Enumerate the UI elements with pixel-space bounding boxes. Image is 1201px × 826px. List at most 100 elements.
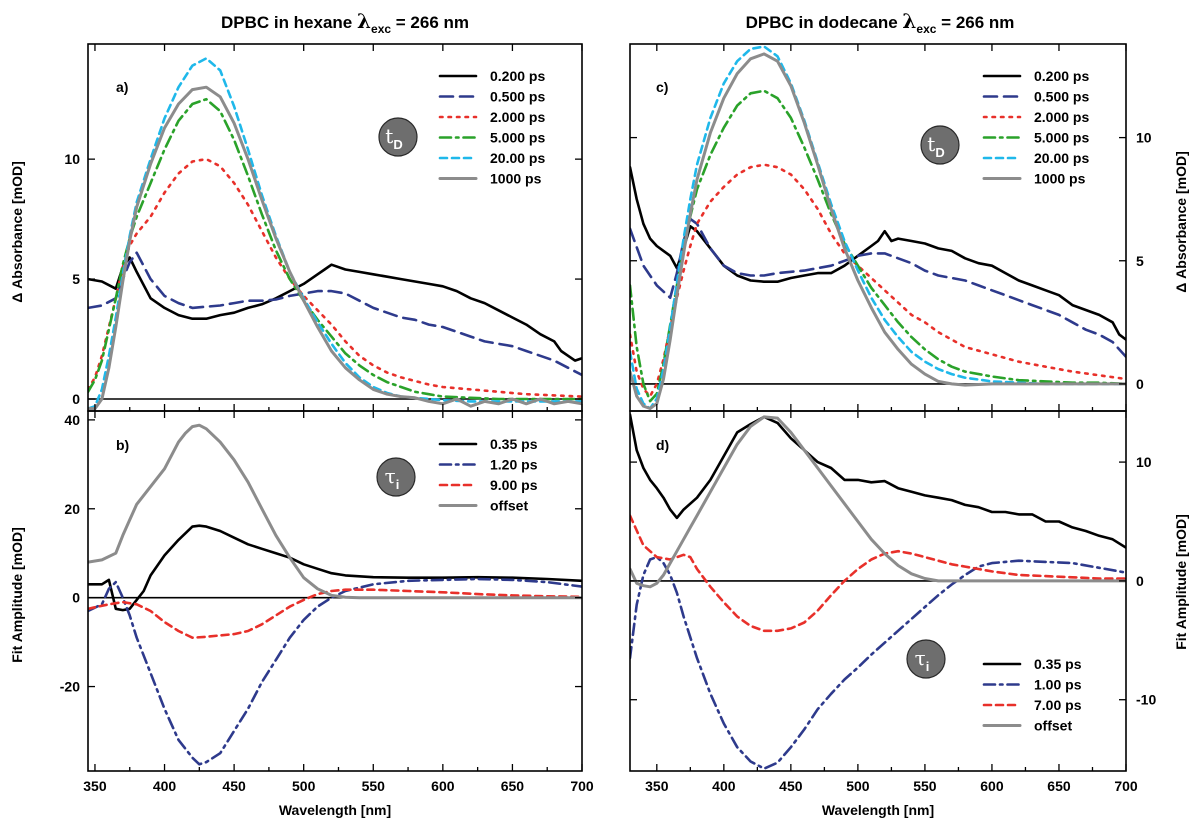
badge-symbol: τi xyxy=(385,464,400,492)
y-tick-label: 0 xyxy=(1136,573,1144,589)
badge-symbol-sub: D xyxy=(393,137,402,152)
y-tick-label: 10 xyxy=(1136,130,1152,146)
x-tick-label: 700 xyxy=(1114,778,1138,794)
badge-symbol-sub: D xyxy=(935,145,944,160)
right-title-lambda: λ xyxy=(902,9,916,33)
plot-area xyxy=(630,45,1126,410)
plot-area xyxy=(88,423,582,766)
x-tick-label: 550 xyxy=(362,778,386,794)
right-title-suffix: = 266 nm xyxy=(936,13,1014,32)
x-axis-title-right: Wavelength [nm] xyxy=(822,802,934,818)
y-tick-label: 0 xyxy=(72,391,80,407)
plot-area xyxy=(630,413,1126,770)
panel-letter: b) xyxy=(116,437,129,453)
badge-symbol: tD xyxy=(385,124,402,152)
x-tick-label: 650 xyxy=(501,778,525,794)
y-axis-title-top-right: Δ Absorbance [mOD] xyxy=(1173,151,1189,293)
badge-symbol-main: τ xyxy=(915,646,926,670)
badge-symbol-main: t xyxy=(385,124,393,148)
y-tick-label: 0 xyxy=(72,590,80,606)
panel-d: 350 400 450 500 550 600 650 700 -10 0 10 d) τi 0.35 p… xyxy=(629,410,1156,794)
right-title-subscript: exc xyxy=(916,22,936,36)
x-tick-label: 600 xyxy=(431,778,455,794)
series-line-1000-ps xyxy=(630,52,1126,410)
series-line-2-000-ps xyxy=(88,157,582,398)
y-tick-label: 10 xyxy=(64,151,80,167)
right-column-title: DPBC in dodecane λexc = 266 nm xyxy=(746,9,1015,36)
y-tick-label: 20 xyxy=(64,501,80,517)
badge-circle xyxy=(376,457,416,497)
badge-symbol: tD xyxy=(927,132,944,160)
y-axis-title-top-left: Δ Absorbance [mOD] xyxy=(9,161,25,303)
legend-label: 5.000 ps xyxy=(1034,130,1089,146)
x-tick-label: 400 xyxy=(153,778,177,794)
legend-label: 2.000 ps xyxy=(490,109,545,125)
legend-label: 20.00 ps xyxy=(490,150,545,166)
legend-label: 20.00 ps xyxy=(1034,150,1089,166)
series-line-0-500-ps xyxy=(88,251,582,377)
badge-symbol-sub: i xyxy=(926,659,930,674)
x-axis-title-left: Wavelength [nm] xyxy=(279,802,391,818)
series-line-0-500-ps xyxy=(630,217,1126,359)
panel-c: 0 5 10 c) tD 0.200 ps 0.500 ps 2.000 ps 5.000 ps… xyxy=(629,43,1152,412)
legend-label: 5.000 ps xyxy=(490,130,545,146)
left-title-subscript: exc xyxy=(371,22,391,36)
panel-frame xyxy=(87,410,583,772)
legend-label: 0.200 ps xyxy=(490,68,545,84)
panel-letter: a) xyxy=(116,79,128,95)
panel-a: 0 5 10 a) tD 0.200 ps 0.500 ps 2.000 ps 5.000 ps… xyxy=(64,43,583,412)
panel-frame xyxy=(629,410,1127,772)
left-column-title: DPBC in hexane λexc = 266 nm xyxy=(221,9,469,36)
x-tick-label: 400 xyxy=(712,778,736,794)
series-line-9-00-ps xyxy=(88,588,582,640)
panel-letter: c) xyxy=(656,79,668,95)
panel-b: 350 400 450 500 550 600 650 700 -20 0 20 40 b) τi 0.35… xyxy=(60,410,594,794)
legend-label: 0.35 ps xyxy=(490,436,538,452)
plot-area xyxy=(88,57,582,411)
badge-symbol-main: τ xyxy=(385,464,396,488)
y-tick-label: 5 xyxy=(1136,253,1144,269)
x-tick-label: 450 xyxy=(222,778,246,794)
left-title-lambda: λ xyxy=(357,9,371,33)
y-tick-label: -20 xyxy=(60,679,80,695)
panel-letter: d) xyxy=(656,437,669,453)
series-line-offset xyxy=(630,415,1126,589)
series-line-7-00-ps xyxy=(630,514,1126,633)
x-tick-label: 700 xyxy=(570,778,594,794)
series-line-0-200-ps xyxy=(88,256,582,362)
legend-label: 1.00 ps xyxy=(1034,677,1082,693)
x-tick-label: 600 xyxy=(980,778,1004,794)
series-line-1-00-ps xyxy=(630,555,1126,770)
right-title-prefix: DPBC in dodecane xyxy=(746,13,903,32)
legend-label: offset xyxy=(490,498,528,514)
series-line-2-000-ps xyxy=(630,163,1126,398)
badge-symbol-sub: i xyxy=(396,477,400,492)
legend-label: 0.500 ps xyxy=(1034,89,1089,105)
left-title-prefix: DPBC in hexane xyxy=(221,13,357,32)
legend-label: 1000 ps xyxy=(490,171,542,187)
legend-label: 7.00 ps xyxy=(1034,697,1082,713)
legend-label: 0.35 ps xyxy=(1034,656,1082,672)
legend-label: 1.20 ps xyxy=(490,457,538,473)
x-tick-label: 350 xyxy=(645,778,669,794)
x-tick-label: 500 xyxy=(846,778,870,794)
x-tick-label: 500 xyxy=(292,778,316,794)
badge-circle xyxy=(378,117,418,157)
y-tick-label: 0 xyxy=(1136,376,1144,392)
badge-symbol: τi xyxy=(915,646,930,674)
y-tick-label: -10 xyxy=(1136,692,1156,708)
y-tick-label: 5 xyxy=(72,271,80,287)
series-line-1000-ps xyxy=(88,85,582,411)
series-line-0-35-ps xyxy=(88,524,582,612)
x-tick-label: 350 xyxy=(83,778,107,794)
x-tick-label: 650 xyxy=(1047,778,1071,794)
legend-label: offset xyxy=(1034,718,1072,734)
badge-symbol-main: t xyxy=(927,132,935,156)
left-title-suffix: = 266 nm xyxy=(391,13,469,32)
y-axis-title-bottom-left: Fit Amplitude [mOD] xyxy=(9,527,25,663)
x-tick-label: 450 xyxy=(779,778,803,794)
legend-label: 2.000 ps xyxy=(1034,109,1089,125)
y-axis-title-bottom-right: Fit Amplitude [mOD] xyxy=(1173,514,1189,650)
legend-label: 9.00 ps xyxy=(490,477,538,493)
